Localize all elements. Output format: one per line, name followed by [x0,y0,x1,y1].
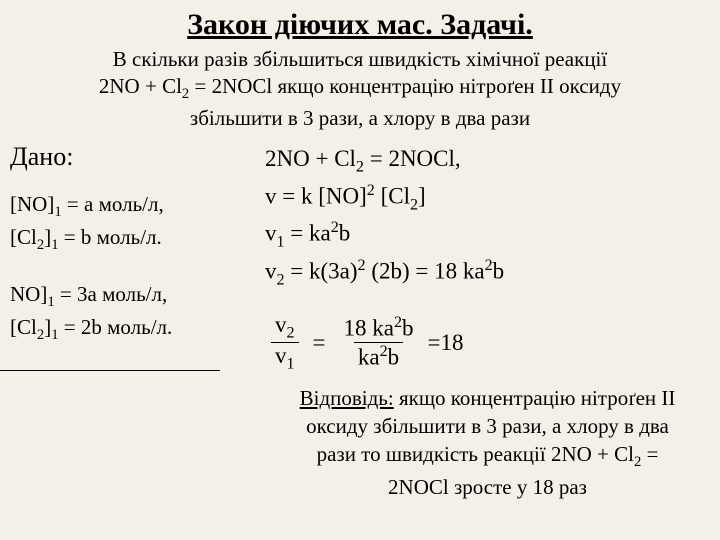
equals-result: =18 [428,330,464,356]
t: ka [358,345,380,370]
frac-den: v1 [271,342,299,374]
fraction-equation: v2 v1 = 18 ka2b ka2b =18 [265,312,710,374]
given-block-1: [NO]1 = а моль/л, [Cl2]1 = b моль/л. [10,190,235,256]
sub: 2 [410,196,418,213]
problem-statement: В скільки разів збільшиться швидкість хі… [10,46,710,132]
given-block-2: NO]1 = 3а моль/л, [Cl2]1 = 2b моль/л. [10,280,235,346]
sol4d: b [493,259,505,284]
answer-label: Відповідь: [300,386,394,410]
sub: 2 [356,158,364,175]
ans-d: 2NOCl зросте у 18 раз [388,475,587,499]
divider-line [0,370,220,371]
ans-c-a: рази то швидкість реакції 2NO + Cl [317,442,634,466]
frac-num: v2 [271,312,299,343]
sol2a: v = k [NO] [265,183,367,208]
given2a: [Cl [10,225,37,249]
sol3c: b [339,221,351,246]
ans-a: якщо концентрацію нітроґен ІІ [394,386,676,410]
sup: 2 [367,182,375,199]
solution-column: 2NO + Cl2 = 2NOCl, v = k [NO]2 [Cl2] v1 … [235,142,710,502]
given4c: = 2b моль/л. [59,315,173,339]
given1a: [NO] [10,192,54,216]
sup: 2 [331,219,339,236]
problem-line3: збільшити в 3 рази, а хлору в два рази [190,106,530,130]
problem-line1: В скільки разів збільшиться швидкість хі… [113,47,607,71]
page-title: Закон діючих мас. Задачі. [10,8,710,42]
sol4b: = k(3a) [285,259,358,284]
t: 18 ka [344,316,394,341]
ans-c-b: = [641,442,658,466]
sol4a: v [265,259,277,284]
sol3b: = ka [285,221,331,246]
t: v [275,312,287,337]
equals: = [313,330,326,356]
sup: 2 [394,314,402,331]
sub: 1 [54,204,61,220]
frac2-den: ka2b [354,342,403,371]
given-label: Дано: [10,142,235,172]
sup: 2 [358,257,366,274]
sub: 2 [277,271,285,288]
given3a: NO] [10,282,47,306]
frac2-num: 18 ka2b [340,314,418,342]
sol1b: = 2NOCl, [364,146,461,171]
given2c: = b моль/л. [59,225,162,249]
answer-block: Відповідь: якщо концентрацію нітроґен ІІ… [265,384,710,502]
sup: 2 [485,257,493,274]
sol4c: (2b) = 18 ka [366,259,485,284]
sub: 1 [51,237,58,253]
main-content: Дано: [NO]1 = а моль/л, [Cl2]1 = b моль/… [10,142,710,502]
fraction-right: 18 ka2b ka2b [340,314,418,370]
given4a: [Cl [10,315,37,339]
sol2b: [Cl [375,183,410,208]
sub: 2 [287,324,295,341]
sup: 2 [380,343,388,360]
sub: 1 [51,327,58,343]
problem-line2a: 2NO + Cl [99,74,182,98]
given3b: = 3а моль/л, [55,282,168,306]
solution-equations: 2NO + Cl2 = 2NOCl, v = k [NO]2 [Cl2] v1 … [265,142,710,292]
sol3a: v [265,221,277,246]
sub: 1 [277,234,285,251]
given-column: Дано: [NO]1 = а моль/л, [Cl2]1 = b моль/… [10,142,235,502]
t: b [388,345,400,370]
t: v [275,343,287,368]
sol1a: 2NO + Cl [265,146,356,171]
given1b: = а моль/л, [62,192,164,216]
sol2c: ] [418,183,426,208]
problem-line2b: = 2NOCl якщо концентрацію нітроґен ІІ ок… [189,74,621,98]
sub: 1 [47,294,54,310]
t: b [402,316,414,341]
sub: 1 [287,356,295,373]
ans-b: оксиду збільшити в 3 рази, а хлору в два [306,414,669,438]
fraction-left: v2 v1 [271,312,299,374]
